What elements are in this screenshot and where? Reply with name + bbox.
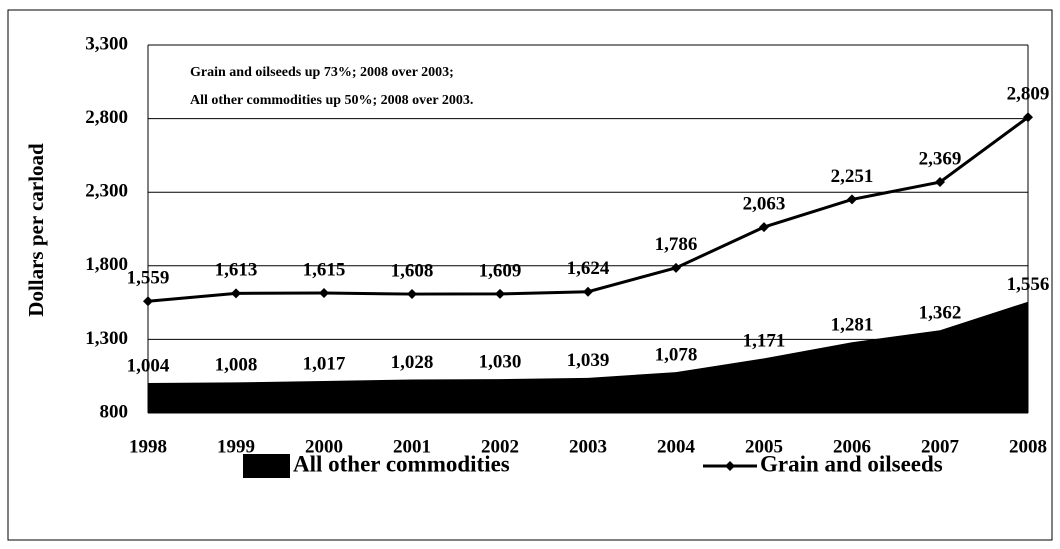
x-tick-label: 2006 (833, 436, 871, 457)
marker (583, 286, 593, 297)
y-tick-label: 800 (100, 401, 129, 422)
data-label: 1,624 (567, 258, 610, 279)
marker (319, 288, 329, 299)
marker (231, 288, 241, 299)
marker (495, 288, 505, 299)
x-tick-label: 2007 (921, 436, 960, 457)
data-label: 1,609 (479, 260, 522, 281)
legend-swatch (725, 461, 735, 471)
data-label: 1,017 (303, 353, 346, 374)
data-label: 1,556 (1007, 274, 1050, 295)
x-tick-label: 2008 (1009, 436, 1047, 457)
legend-label: Grain and oilseeds (760, 451, 943, 476)
x-tick-label: 2005 (745, 436, 783, 457)
marker (935, 177, 945, 188)
y-tick-label: 1,800 (85, 254, 128, 275)
marker (407, 289, 417, 300)
x-tick-label: 2000 (305, 436, 343, 457)
data-label: 1,008 (215, 355, 258, 376)
data-label: 1,004 (127, 355, 170, 376)
x-tick-label: 1998 (129, 436, 167, 457)
data-label: 1,078 (655, 344, 698, 365)
data-label: 1,786 (655, 234, 698, 255)
data-label: 1,281 (831, 315, 874, 336)
data-label: 1,039 (567, 350, 610, 371)
data-label: 1,608 (391, 260, 434, 281)
y-tick-label: 3,300 (85, 33, 128, 54)
data-label: 1,559 (127, 268, 170, 289)
x-tick-label: 2001 (393, 436, 431, 457)
x-tick-label: 2002 (481, 436, 519, 457)
legend-swatch (243, 454, 290, 478)
data-label: 1,362 (919, 303, 962, 324)
marker (671, 262, 681, 273)
data-label: 1,613 (215, 260, 258, 281)
y-axis-title: Dollars per carload (24, 143, 48, 317)
x-tick-label: 1999 (217, 436, 255, 457)
chart-frame (7, 9, 1053, 541)
data-label: 1,615 (303, 259, 346, 280)
y-tick-label: 1,300 (85, 328, 128, 349)
area (148, 301, 1028, 413)
marker (1023, 112, 1033, 123)
data-label: 1,028 (391, 352, 434, 373)
y-tick-label: 2,300 (85, 181, 128, 202)
data-label: 2,251 (831, 166, 874, 187)
data-label: 1,030 (479, 352, 522, 373)
annotation: Grain and oilseeds up 73%; 2008 over 200… (190, 65, 454, 80)
x-tick-label: 2003 (569, 436, 607, 457)
y-tick-label: 2,800 (85, 107, 128, 128)
data-label: 2,369 (919, 148, 962, 169)
marker (143, 296, 153, 307)
annotation: All other commodities up 50%; 2008 over … (190, 93, 473, 108)
x-tick-label: 2004 (657, 436, 696, 457)
data-label: 2,809 (1007, 84, 1050, 105)
legend-label: All other commodities (293, 451, 510, 476)
marker (847, 194, 857, 205)
marker (759, 222, 769, 233)
data-label: 1,171 (743, 331, 786, 352)
data-label: 2,063 (743, 193, 786, 214)
